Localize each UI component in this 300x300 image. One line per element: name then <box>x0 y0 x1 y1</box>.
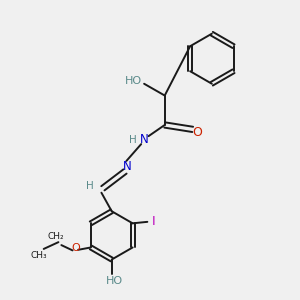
Text: O: O <box>72 243 80 253</box>
Text: O: O <box>192 126 202 139</box>
Text: I: I <box>152 215 155 228</box>
Text: HO: HO <box>106 276 123 286</box>
Text: CH₂: CH₂ <box>48 232 64 242</box>
Text: N: N <box>123 160 131 173</box>
Text: H: H <box>129 135 137 145</box>
Text: HO: HO <box>125 76 142 86</box>
Text: CH₃: CH₃ <box>31 251 48 260</box>
Text: N: N <box>140 133 149 146</box>
Text: H: H <box>86 181 94 191</box>
